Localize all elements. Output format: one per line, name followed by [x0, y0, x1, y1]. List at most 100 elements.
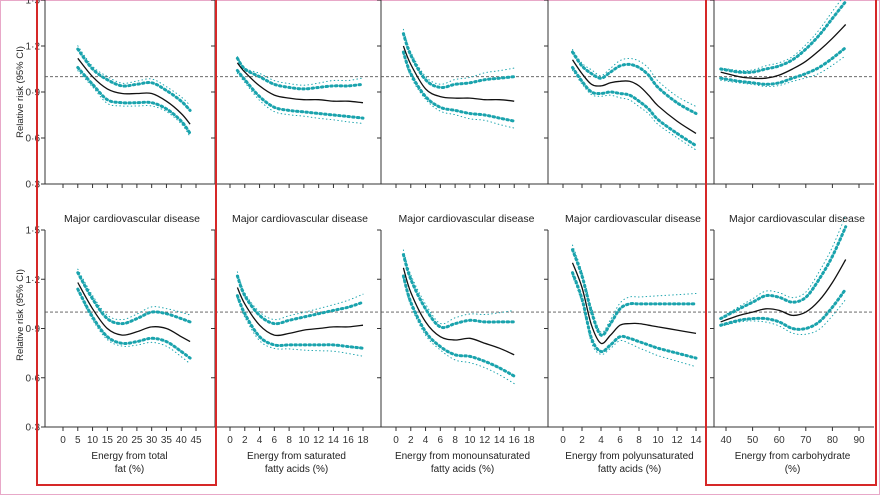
x-tick-label: 6: [272, 435, 278, 446]
outer-upper-dots: [572, 49, 697, 107]
x-tick-label: 18: [357, 435, 369, 446]
x-tick-label: 4: [423, 435, 429, 446]
outer-upper-dots: [402, 249, 515, 325]
x-tick-label: 12: [671, 435, 683, 446]
ci-lower: [76, 66, 192, 135]
x-axis-title-line: fatty acids (%): [265, 464, 328, 475]
y-tick-label: 1·2: [26, 275, 41, 286]
estimate-line: [236, 62, 364, 104]
x-tick-label: 2: [579, 435, 585, 446]
y-tick-label: 0·6: [26, 134, 41, 145]
x-tick-label: 90: [853, 435, 865, 446]
x-tick-label: 60: [774, 435, 786, 446]
ci-upper: [76, 271, 192, 326]
panel-monounsaturated-top: [377, 0, 546, 188]
x-tick-label: 0: [60, 435, 66, 446]
y-tick-label: 1·2: [26, 42, 41, 53]
outer-lower-dots: [236, 72, 364, 124]
x-tick-label: 40: [720, 435, 732, 446]
x-tick-label: 0: [227, 435, 233, 446]
outer-upper-dots: [77, 45, 191, 107]
estimate-line: [402, 45, 515, 102]
x-tick-label: 70: [800, 435, 812, 446]
x-axis-title-line: Energy from saturated: [247, 451, 346, 462]
estimate-line: [402, 267, 515, 356]
x-tick-label: 12: [313, 435, 325, 446]
estimate-line: [571, 262, 697, 345]
x-tick-label: 8: [286, 435, 292, 446]
highlight-box-carbohydrate: [705, 0, 877, 486]
ci-lower: [401, 274, 516, 378]
highlight-box-total-fat: [36, 0, 217, 486]
x-tick-label: 2: [408, 435, 414, 446]
outer-upper-dots: [572, 244, 697, 333]
outer-upper-dots: [77, 268, 191, 321]
outer-lower-dots: [572, 69, 697, 151]
x-tick-label: 4: [257, 435, 263, 446]
panel-total-fat-top: 0·3 0·6 0·9 1·2 1·5: [26, 0, 213, 191]
ci-lower: [401, 50, 516, 123]
ci-upper: [571, 248, 698, 337]
x-axis-title-line: fatty acids (%): [431, 464, 494, 475]
panel-saturated-top: [211, 0, 379, 188]
panel-saturated-bottom: 0 2 4 6 8 10 12 14 16 18 Major cardiovascular dise…: [211, 213, 379, 446]
ci-lower: [571, 271, 698, 360]
panel-grid: 0·30·60·91·21·50·30·60·91·21·50 5 10 15 20 25…: [26, 0, 874, 475]
x-axis-title-line: (%): [785, 464, 801, 475]
x-tick-label: 16: [509, 435, 521, 446]
y-tick-label: 0·3: [26, 423, 41, 434]
estimate-line: [720, 259, 847, 323]
ci-upper: [401, 32, 516, 90]
highlight-boxes: [36, 0, 877, 486]
ci-lower: [235, 69, 365, 120]
ci-upper: [719, 225, 848, 321]
outer-lower-dots: [402, 53, 515, 129]
x-tick-label: 18: [523, 435, 535, 446]
y-tick-label: 0·3: [26, 180, 41, 191]
y-axis-title-top: Relative risk (95% CI): [15, 46, 26, 138]
y-tick-label: 1·5: [26, 226, 41, 237]
x-axis-title-line: Energy from total: [91, 451, 167, 462]
x-tick-label: 0: [393, 435, 399, 446]
ci-upper: [235, 56, 365, 91]
x-tick-label: 10: [652, 435, 664, 446]
x-tick-label: 50: [747, 435, 759, 446]
x-tick-label: 20: [117, 435, 129, 446]
y-tick-label: 0·9: [26, 88, 41, 99]
ci-lower: [235, 294, 365, 350]
panel-polyunsaturated-top: [544, 0, 712, 188]
estimate-line: [720, 24, 847, 80]
x-axis-title-line: Energy from monounsaturated: [395, 451, 530, 462]
outer-upper-dots: [236, 271, 364, 321]
outer-lower-dots: [77, 70, 191, 138]
x-axis-title-line: fatty acids (%): [598, 464, 661, 475]
outer-lower-dots: [572, 275, 697, 368]
y-tick-label: 1·5: [26, 0, 41, 7]
x-tick-label: 10: [298, 435, 310, 446]
x-tick-label: 80: [827, 435, 839, 446]
x-tick-label: 8: [636, 435, 642, 446]
ci-upper: [719, 0, 848, 74]
panel-title: Major cardiovascular disease: [232, 213, 368, 225]
x-tick-label: 12: [479, 435, 491, 446]
x-tick-label: 0: [560, 435, 566, 446]
outer-lower-dots: [77, 290, 191, 365]
y-tick-label: 0·6: [26, 373, 41, 384]
y-tick-label: 0·9: [26, 324, 41, 335]
x-tick-label: 10: [87, 435, 99, 446]
estimate-line: [77, 57, 191, 125]
x-tick-label: 45: [190, 435, 202, 446]
x-tick-label: 8: [452, 435, 458, 446]
ci-lower: [719, 287, 848, 331]
panel-monounsaturated-bottom: 0 2 4 6 8 10 12 14 16 18 Major cardiovascular dise…: [377, 213, 546, 446]
x-tick-label: 14: [328, 435, 340, 446]
outer-lower-dots: [236, 298, 364, 357]
x-tick-label: 15: [102, 435, 114, 446]
outer-upper-dots: [236, 56, 364, 86]
estimate-line: [77, 282, 191, 343]
panel-title: Major cardiovascular disease: [399, 213, 535, 225]
ci-upper: [571, 50, 698, 115]
x-axis-title-line: Energy from polyunsaturated: [565, 451, 693, 462]
x-tick-label: 14: [494, 435, 506, 446]
